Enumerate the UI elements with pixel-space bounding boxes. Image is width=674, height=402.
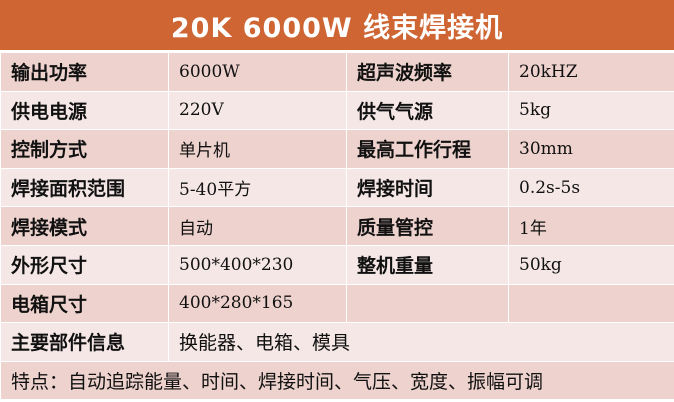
spec-value: 1年 [508,206,674,246]
page-title: 20K 6000W 线束焊接机 [0,0,674,50]
spec-label: 电箱尺寸 [0,283,169,324]
spec-value: 5-40平方 [168,167,347,208]
features-text: 特点：自动追踪能量、时间、焊接时间、气压、宽度、振幅可调 [0,360,674,401]
spec-label: 超声波频率 [346,52,509,92]
spec-label: 焊接模式 [0,206,169,246]
spec-label: 输出功率 [0,52,169,92]
table-row: 供电电源 220V 供气气源 5kg [0,90,674,131]
spec-value: 220V [168,90,347,131]
table-row: 外形尺寸 500*400*230 整机重量 50kg [0,244,674,285]
table-row: 焊接模式 自动 质量管控 1年 [0,206,674,246]
spec-label: 整机重量 [346,244,509,285]
spec-value: 单片机 [168,129,347,169]
spec-value: 50kg [508,244,674,285]
components-value: 换能器、电箱、模具 [168,322,674,362]
table-row: 控制方式 单片机 最高工作行程 30mm [0,129,674,169]
spec-label [346,283,509,324]
spec-label: 供气气源 [346,90,509,131]
table-row-features: 特点：自动追踪能量、时间、焊接时间、气压、宽度、振幅可调 [0,360,674,401]
spec-value: 500*400*230 [168,244,347,285]
spec-label: 质量管控 [346,206,509,246]
table-row: 焊接面积范围 5-40平方 焊接时间 0.2s-5s [0,167,674,208]
spec-value: 自动 [168,206,347,246]
spec-table: 输出功率 6000W 超声波频率 20kHZ 供电电源 220V 供气气源 5kg 控制方式 单片… [0,52,674,401]
spec-label: 控制方式 [0,129,169,169]
spec-label: 最高工作行程 [346,129,509,169]
spec-value: 5kg [508,90,674,131]
components-label: 主要部件信息 [0,322,169,362]
table-row: 输出功率 6000W 超声波频率 20kHZ [0,52,674,92]
spec-label: 外形尺寸 [0,244,169,285]
table-row-components: 主要部件信息 换能器、电箱、模具 [0,322,674,362]
spec-value: 30mm [508,129,674,169]
table-row: 电箱尺寸 400*280*165 [0,283,674,324]
spec-value: 6000W [168,52,347,92]
spec-value: 400*280*165 [168,283,347,324]
spec-value: 0.2s-5s [508,167,674,208]
spec-value: 20kHZ [508,52,674,92]
spec-label: 焊接时间 [346,167,509,208]
spec-value [508,283,674,324]
spec-label: 供电电源 [0,90,169,131]
spec-label: 焊接面积范围 [0,167,169,208]
divider [0,50,674,52]
